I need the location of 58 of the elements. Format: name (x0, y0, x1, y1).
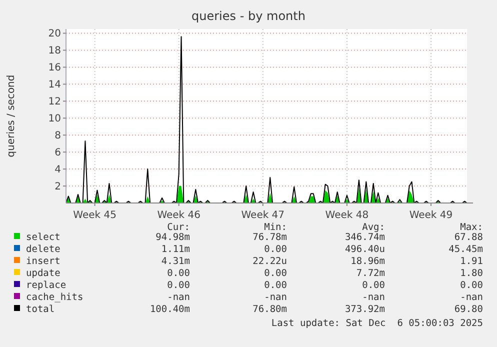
text: 0.00 (167, 280, 190, 291)
text: 1.91 (460, 256, 484, 267)
text: 346.74m (344, 232, 386, 243)
text: 496.40u (344, 244, 385, 255)
y-tick-label: 10 (48, 114, 61, 125)
line-series (66, 36, 468, 204)
text: -nan (167, 292, 190, 303)
text: Last update: Sat Dec 6 05:00:03 2025 (271, 318, 483, 329)
legend-label: update (26, 268, 61, 279)
legend-label: cache_hits (26, 292, 84, 303)
text: 373.92m (344, 304, 386, 315)
y-tick-label: 2 (54, 182, 61, 193)
text: 69.80 (454, 304, 484, 315)
text: -nan (264, 292, 287, 303)
text: 4.31m (161, 256, 190, 267)
text: 0.00 (167, 268, 190, 279)
chart-title: queries - by month (192, 9, 306, 23)
text: Min: (264, 222, 287, 233)
y-axis-title: queries / second (6, 74, 17, 158)
text: Max: (460, 222, 483, 233)
text: 0.00 (362, 280, 386, 291)
text: 100.40m (150, 304, 190, 315)
x-tick-label: Week 46 (157, 210, 201, 221)
text: 0.00 (460, 280, 484, 291)
text: 76.78m (252, 232, 288, 243)
legend-label: select (26, 232, 60, 243)
text: 0.00 (264, 268, 288, 279)
text: 22.22u (252, 256, 287, 267)
y-tick-label: 12 (48, 96, 61, 108)
text: 76.80m (252, 304, 288, 315)
legend-label: delete (26, 244, 61, 255)
text: 7.72m (356, 268, 386, 279)
text: 94.98m (156, 232, 190, 243)
y-tick-label: 6 (54, 148, 61, 159)
text: Avg: (362, 222, 385, 233)
legend-label: insert (26, 256, 60, 267)
text: 45.45m (448, 244, 484, 255)
x-tick-label: Week 47 (241, 210, 285, 221)
text: 0.00 (264, 280, 288, 291)
text: -nan (460, 292, 483, 303)
x-tick-label: Week 49 (409, 210, 453, 221)
y-tick-label: 14 (48, 80, 61, 91)
text: 0.00 (264, 244, 288, 255)
legend-label: total (26, 304, 55, 315)
text: -nan (362, 292, 385, 303)
text: Cur: (167, 222, 190, 233)
text: 1.11m (161, 244, 190, 255)
y-tick-label: 16 (48, 62, 61, 74)
y-tick-label: 18 (48, 46, 61, 57)
text: 18.96m (350, 256, 386, 267)
text: 1.80 (460, 268, 484, 279)
y-tick-label: 20 (48, 28, 61, 40)
x-tick-label: Week 48 (325, 210, 369, 221)
legend-label: replace (26, 280, 66, 291)
y-tick-label: 4 (54, 164, 61, 176)
y-tick-label: 8 (54, 130, 61, 142)
text: 67.88 (454, 232, 484, 243)
x-tick-label: Week 45 (73, 210, 116, 221)
